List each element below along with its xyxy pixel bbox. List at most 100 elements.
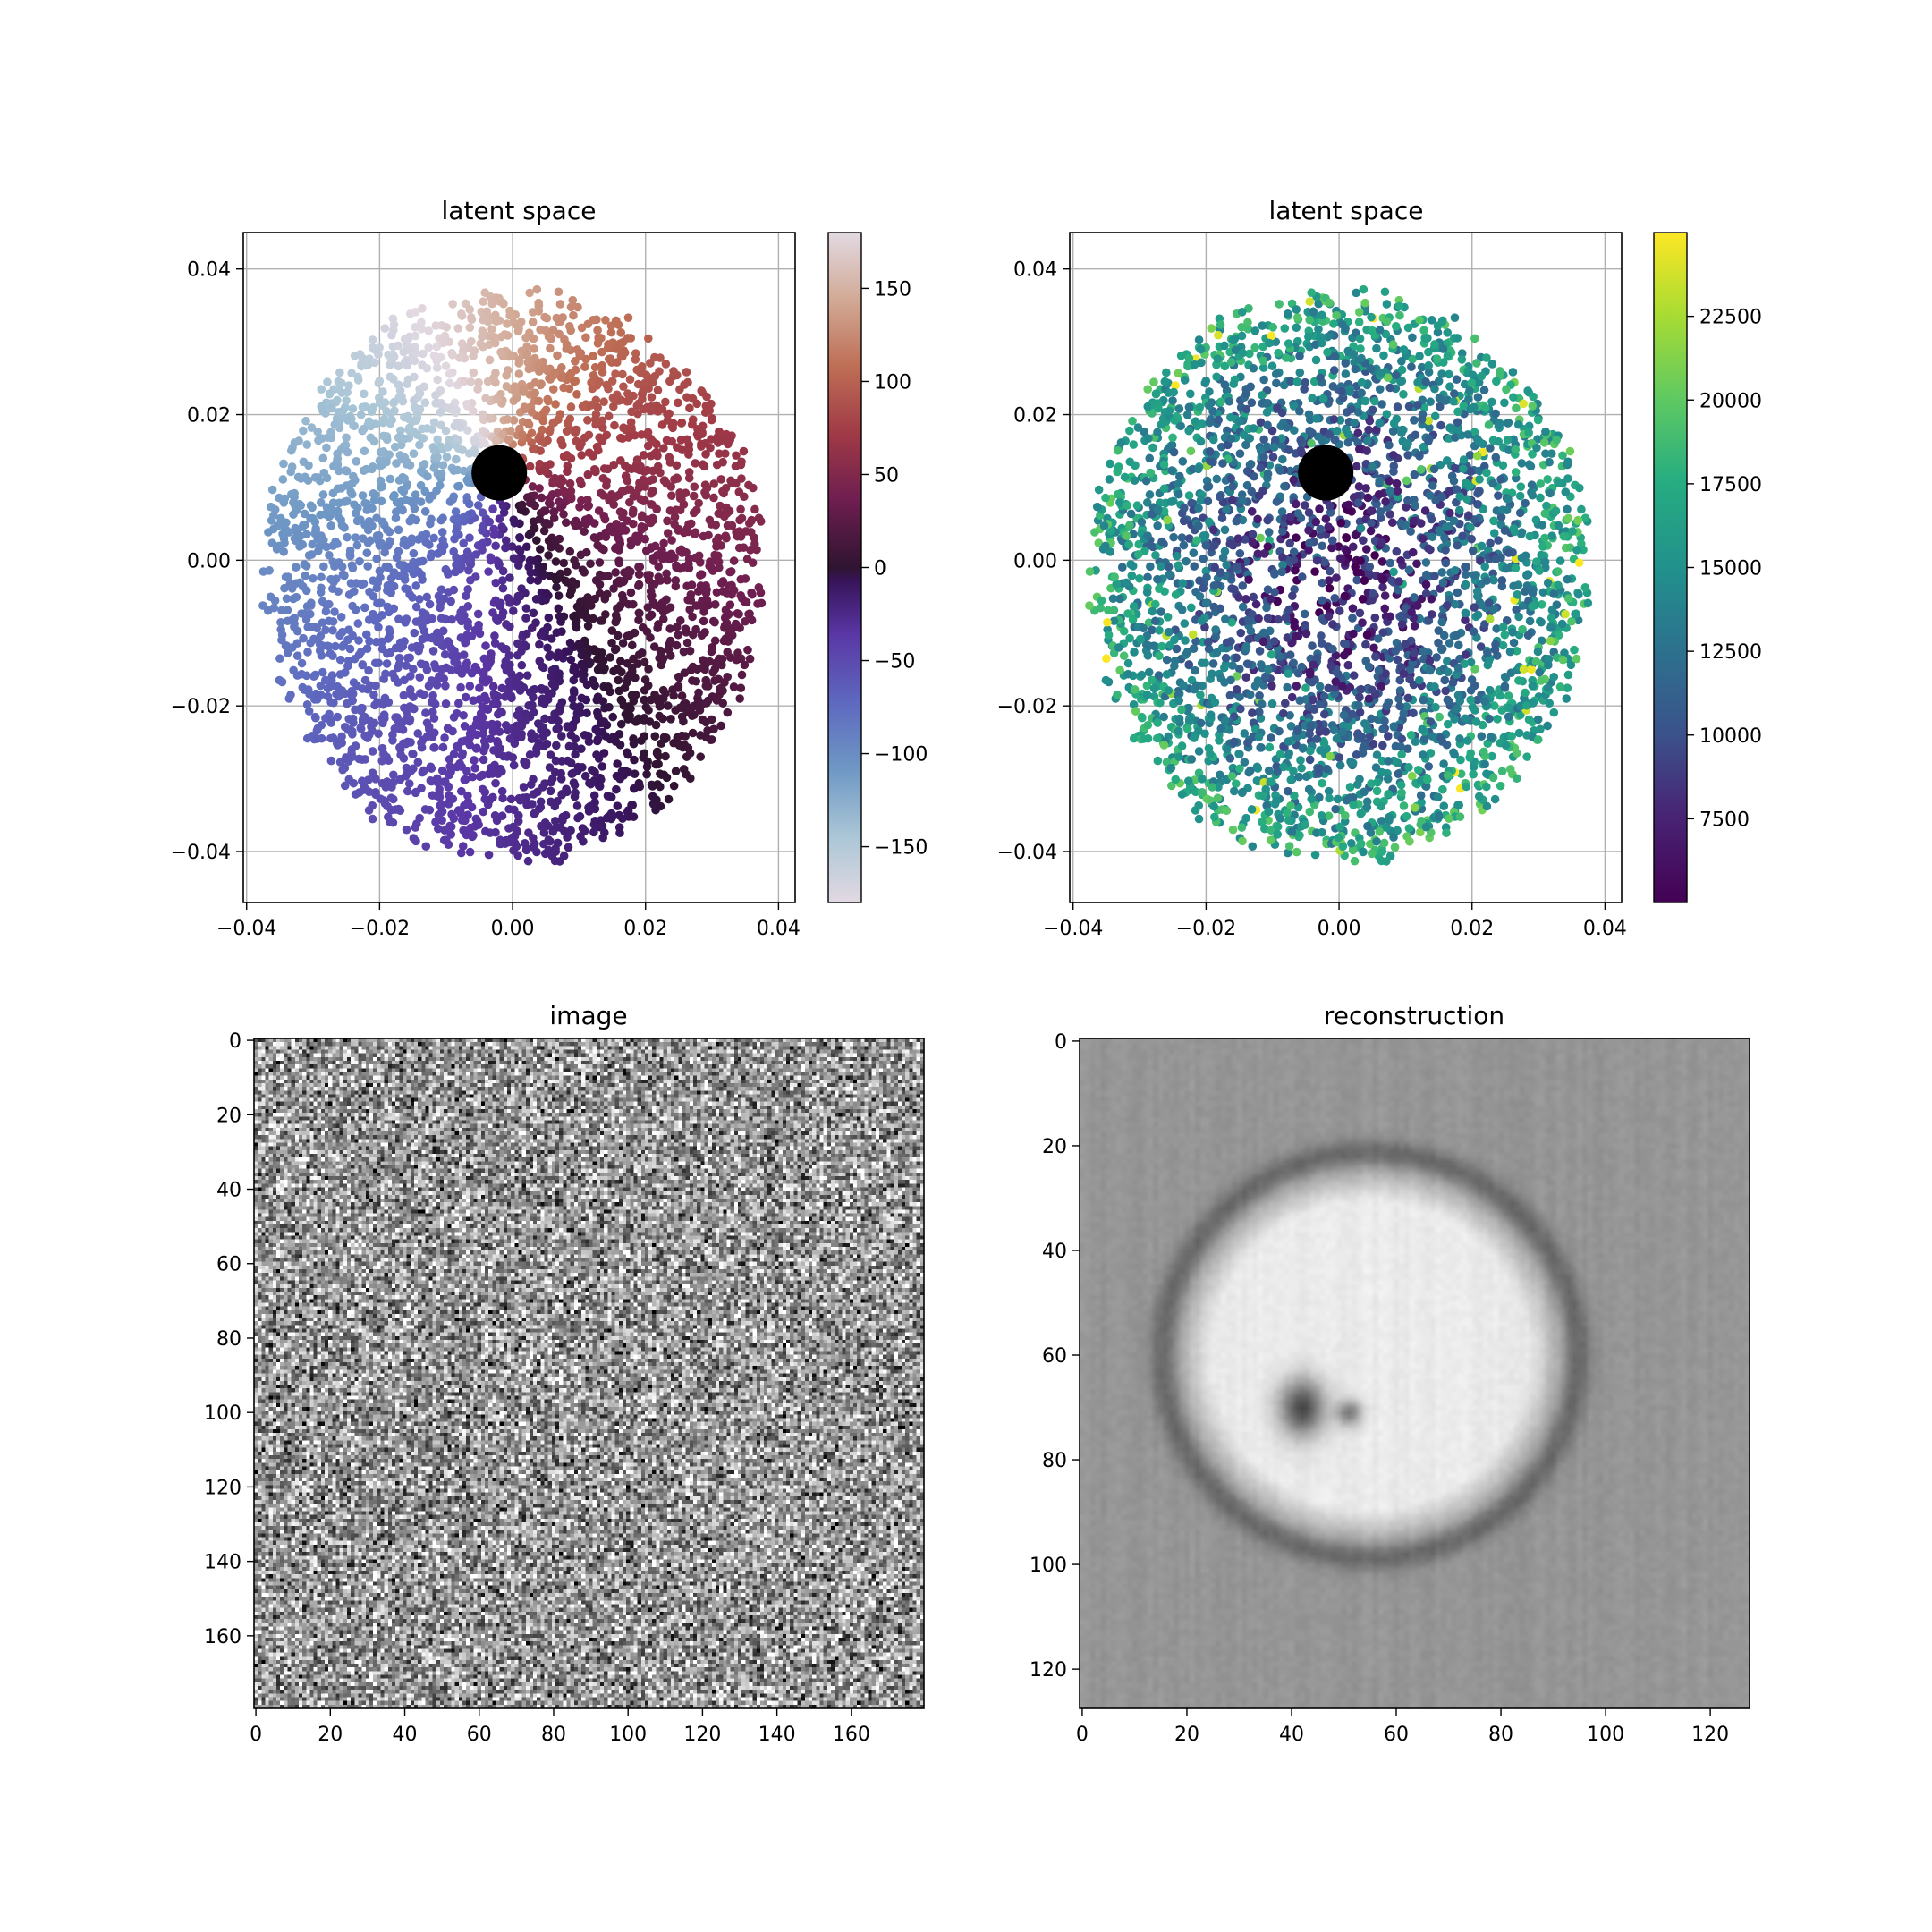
scatter-point [302,440,312,449]
scatter-point [614,686,624,696]
scatter-point [465,533,474,543]
scatter-point [701,450,710,459]
scatter-point [1450,750,1459,759]
scatter-point [700,480,710,489]
scatter-point [530,523,539,533]
scatter-point [1387,518,1397,528]
scatter-point [1517,528,1527,537]
scatter-point [644,706,653,715]
scatter-point [368,521,377,530]
scatter-point [740,660,750,670]
scatter-point [1443,657,1452,666]
scatter-point [395,638,405,648]
scatter-point [436,470,446,479]
scatter-point [383,525,392,535]
scatter-point [577,323,587,333]
scatter-point [415,673,425,682]
scatter-point [328,651,337,661]
scatter-point [1442,828,1451,838]
scatter-point [1498,640,1508,650]
scatter-point [1235,548,1245,558]
scatter-point [458,749,468,758]
scatter-point [421,708,430,717]
scatter-point [344,625,353,634]
scatter-point [559,383,568,393]
scatter-point [530,556,538,565]
scatter-point [682,368,691,377]
scatter-point [1204,644,1214,654]
scatter-point [675,385,684,394]
scatter-point [428,647,438,656]
scatter-point [377,482,387,491]
scatter-point [675,564,684,573]
scatter-point [593,326,602,335]
scatter-point [428,691,437,700]
scatter-point [530,684,539,694]
scatter-point [400,358,410,367]
scatter-point [355,556,364,566]
scatter-point [442,323,452,332]
scatter-point [559,487,568,496]
scatter-point [634,570,644,579]
scatter-point [505,734,515,743]
scatter-point [1240,758,1250,767]
scatter-point [292,651,302,661]
scatter-point [502,644,511,654]
scatter-point [1493,714,1502,724]
scatter-point [656,782,665,792]
scatter-point [439,594,449,604]
scatter-point [1355,608,1365,618]
scatter-point [293,472,303,482]
scatter-point [402,540,411,550]
scatter-point [688,676,697,685]
scatter-point [723,708,733,717]
scatter-point [1461,580,1470,589]
scatter-point [299,521,308,530]
scatter-point [634,608,644,618]
scatter-point [551,847,561,856]
scatter-point [463,622,473,631]
scatter-point [558,476,567,486]
scatter-point [1139,623,1148,633]
scatter-point [446,767,455,776]
scatter-point [352,516,362,526]
scatter-point [675,505,685,515]
scatter-point [415,389,425,398]
scatter-point [567,769,577,778]
scatter-point [558,440,567,450]
scatter-point [630,755,639,765]
scatter-point [398,396,408,406]
scatter-point [1317,631,1326,640]
scatter-point [418,767,428,777]
scatter-point [491,541,500,551]
scatter-point [298,540,308,549]
scatter-point [296,501,306,510]
scatter-point [415,440,424,450]
scatter-point [453,481,462,491]
scatter-point [658,714,667,724]
scatter-point [402,482,411,491]
scatter-point [409,692,418,702]
scatter-point [701,682,711,691]
scatter-point [1403,496,1412,505]
scatter-point [589,465,599,474]
scatter-point [437,766,447,775]
scatter-point [1366,526,1376,536]
scatter-point [435,672,444,682]
scatter-point [539,828,549,837]
scatter-point [1285,710,1294,720]
scatter-point [691,459,700,468]
scatter-point [682,628,691,637]
scatter-point [639,386,648,395]
scatter-point [495,514,504,523]
scatter-point [564,843,573,852]
scatter-point [276,617,285,627]
scatter-point [663,529,673,538]
scatter-point [462,658,471,667]
scatter-point [462,426,472,435]
scatter-point [478,508,487,517]
scatter-point [439,835,449,845]
scatter-point [522,671,532,680]
scatter-point [689,508,699,518]
scatter-point [1352,750,1361,759]
